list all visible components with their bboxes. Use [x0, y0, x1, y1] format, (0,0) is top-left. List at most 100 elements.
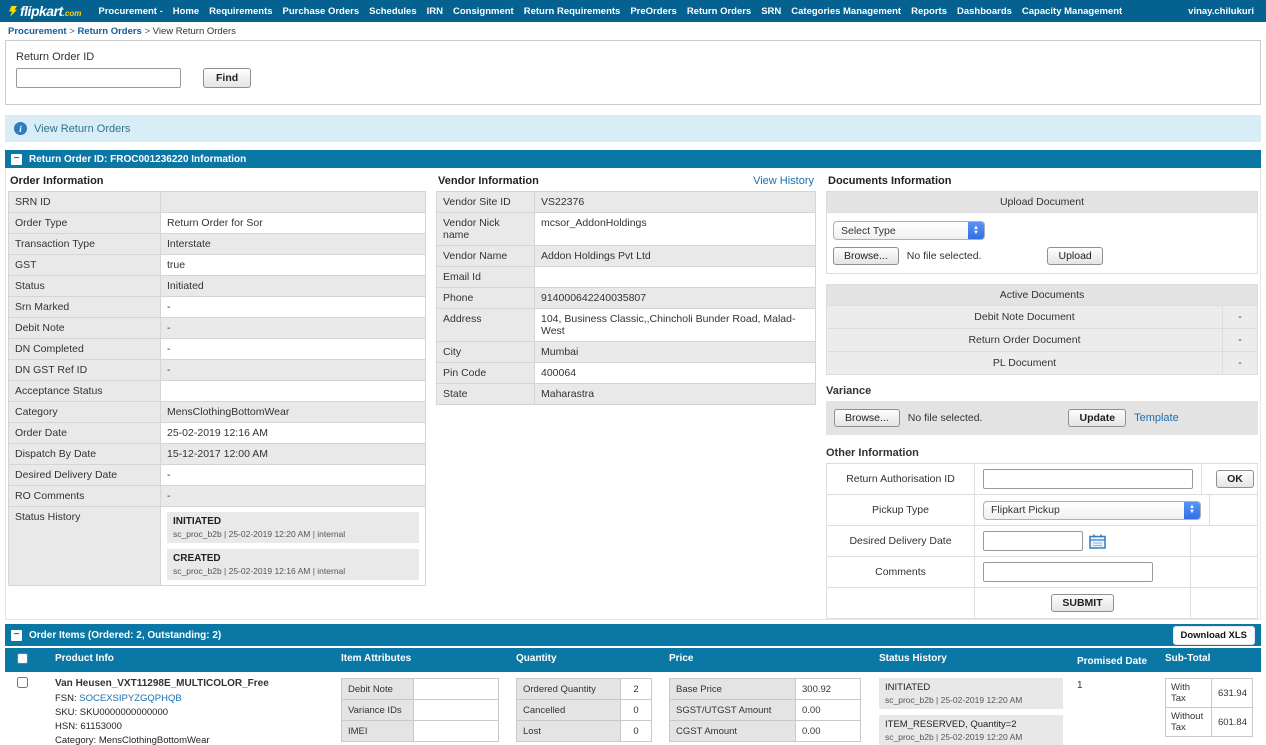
table-row: State Maharastra [437, 384, 815, 405]
collapse-icon[interactable]: − [11, 153, 22, 165]
row-value: Interstate [161, 234, 425, 254]
order-items-table: Product Info Item Attributes Quantity Pr… [5, 648, 1261, 745]
template-link[interactable]: Template [1134, 412, 1179, 424]
desired-delivery-date-input[interactable] [983, 531, 1083, 551]
quantity-value: 0 [621, 721, 651, 741]
nav-item[interactable]: Reports [911, 5, 947, 17]
upload-document-box: Upload Document Select Type ▲ ▼ Browse..… [826, 191, 1258, 274]
quantity-row: Cancelled 0 [517, 700, 651, 721]
row-value: - [161, 486, 425, 506]
nav-item[interactable]: Capacity Management [1021, 5, 1123, 17]
comments-action [1191, 557, 1257, 587]
document-row: Debit Note Document - [827, 306, 1257, 329]
row-label: Category [9, 402, 161, 422]
brand-tld: .com [62, 9, 82, 18]
nav-item[interactable]: Consignment [453, 5, 514, 17]
submit-button[interactable]: SUBMIT [1051, 594, 1114, 612]
active-documents-box: Active Documents Debit Note Document - R… [826, 284, 1258, 375]
row-label: RO Comments [9, 486, 161, 506]
comments-input[interactable] [983, 562, 1153, 582]
browse-button[interactable]: Browse... [833, 247, 899, 265]
nav-item[interactable]: Return Orders [686, 5, 752, 17]
variance-box: Browse... No file selected. Update Templ… [826, 401, 1258, 435]
download-xls-button[interactable]: Download XLS [1172, 625, 1255, 645]
return-authorisation-row: Return Authorisation ID OK [827, 464, 1257, 495]
return-authorisation-input[interactable] [983, 469, 1193, 489]
attribute-label: Variance IDs [342, 700, 414, 720]
document-type-select[interactable]: Select Type ▲ ▼ [833, 221, 985, 240]
calendar-icon[interactable] [1089, 534, 1106, 549]
collapse-icon[interactable]: − [11, 629, 22, 641]
user-name[interactable]: vinay.chilukuri [1188, 5, 1254, 17]
section-title: Return Order ID: FROC001236220 Informati… [29, 153, 247, 165]
nav-item[interactable]: Procurement - [98, 5, 163, 17]
row-value: Initiated [161, 276, 425, 296]
ok-button[interactable]: OK [1216, 470, 1254, 488]
pickup-type-select[interactable]: Flipkart Pickup ▲ ▼ [983, 500, 1201, 520]
order-details-panel: Order Information SRN ID Order Type Retu… [5, 168, 1261, 620]
breadcrumb-item[interactable]: Return Orders [77, 26, 152, 37]
attribute-value [414, 679, 498, 699]
row-label: Email Id [437, 267, 535, 287]
return-order-id-input[interactable] [16, 68, 181, 88]
nav-item[interactable]: Return Requirements [523, 5, 621, 17]
table-row: City Mumbai [437, 342, 815, 363]
row-value: true [161, 255, 425, 275]
row-value: 400064 [535, 363, 815, 383]
quantity-table: Ordered Quantity 2 Cancelled 0 Lost 0 [516, 678, 652, 742]
flipkart-logo[interactable]: flipkart .com [8, 3, 81, 19]
flipkart-swoosh-icon [9, 5, 17, 17]
nav-item[interactable]: Dashboards [957, 5, 1012, 17]
table-row: GST true [9, 255, 425, 276]
chevron-down-icon: ▼ [1189, 509, 1195, 515]
breadcrumb-item[interactable]: View Return Orders [152, 26, 236, 37]
row-value: - [161, 465, 425, 485]
column-sub-total: Sub-Total [1165, 653, 1211, 664]
find-button[interactable]: Find [203, 68, 252, 88]
table-row: Order Type Return Order for Sor [9, 213, 425, 234]
table-row: Desired Delivery Date - [9, 465, 425, 486]
product-info-cell: Van Heusen_VXT11298E_MULTICOLOR_Free FSN… [47, 672, 333, 745]
item-checkbox[interactable] [17, 677, 28, 688]
desired-delivery-date-control [975, 526, 1191, 556]
desired-delivery-date-action [1191, 526, 1257, 556]
price-value: 0.00 [796, 721, 860, 741]
document-row: Return Order Document - [827, 329, 1257, 352]
update-button[interactable]: Update [1068, 409, 1127, 427]
info-bar: i View Return Orders [5, 115, 1261, 142]
column-product-info: Product Info [55, 653, 114, 664]
breadcrumb-item[interactable]: Procurement [8, 26, 77, 37]
nav-item[interactable]: Purchase Orders [282, 5, 360, 17]
view-history-link[interactable]: View History [753, 175, 814, 187]
submit-row-label [827, 588, 975, 618]
nav-item[interactable]: Home [172, 5, 200, 17]
item-status-entry: INITIATED sc_proc_b2b | 25-02-2019 12:20… [879, 678, 1063, 709]
subtotal-value: 631.94 [1217, 687, 1247, 699]
table-row: Debit Note - [9, 318, 425, 339]
pickup-type-label: Pickup Type [827, 495, 975, 525]
variance-title: Variance [826, 385, 872, 397]
nav-item[interactable]: IRN [426, 5, 444, 17]
table-row: Address 104, Business Classic,,Chincholi… [437, 309, 815, 342]
table-row: Pin Code 400064 [437, 363, 815, 384]
select-all-checkbox[interactable] [17, 653, 28, 664]
nav-item[interactable]: PreOrders [630, 5, 677, 17]
select-all-cell [5, 648, 47, 672]
no-file-text: No file selected. [906, 250, 982, 262]
document-value: - [1238, 357, 1242, 369]
table-row: RO Comments - [9, 486, 425, 507]
nav-item[interactable]: Schedules [369, 5, 417, 17]
status-history-row: Status History INITIATED sc_proc_b2b | 2… [9, 507, 425, 586]
fsn-link[interactable]: SOCEXSIPYZGQPHQB [79, 693, 182, 704]
nav-item[interactable]: SRN [761, 5, 782, 17]
status-title: INITIATED [173, 516, 222, 527]
nav-item[interactable]: Categories Management [791, 5, 902, 17]
upload-button[interactable]: Upload [1047, 247, 1103, 265]
variance-browse-button[interactable]: Browse... [834, 409, 900, 427]
row-value: 25-02-2019 12:16 AM [161, 423, 425, 443]
row-label: Acceptance Status [9, 381, 161, 401]
nav-item[interactable]: Requirements [209, 5, 273, 17]
order-item-row: Van Heusen_VXT11298E_MULTICOLOR_Free FSN… [5, 672, 1261, 745]
quantity-label: Cancelled [517, 700, 621, 720]
row-label: Address [437, 309, 535, 341]
